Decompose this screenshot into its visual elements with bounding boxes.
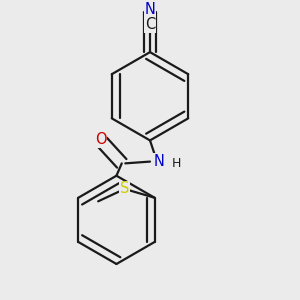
Text: N: N [153, 154, 164, 169]
Text: O: O [95, 132, 106, 147]
Text: C: C [145, 17, 155, 32]
Text: N: N [145, 2, 155, 17]
Text: H: H [172, 157, 181, 170]
Text: S: S [120, 182, 129, 196]
